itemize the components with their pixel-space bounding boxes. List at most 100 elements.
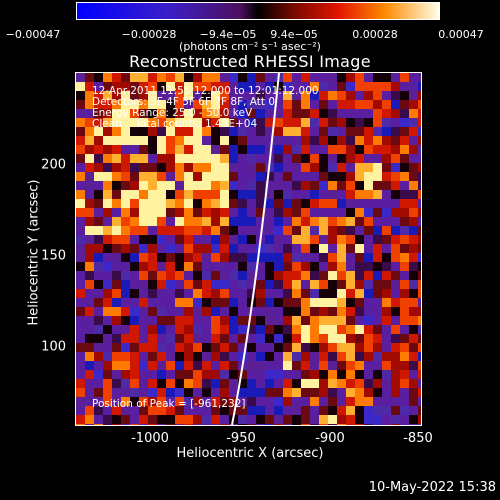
image-pixel — [373, 262, 382, 271]
image-pixel — [202, 73, 211, 82]
image-pixel — [184, 379, 193, 388]
image-pixel — [175, 316, 184, 325]
image-pixel — [310, 190, 319, 199]
image-pixel — [391, 244, 400, 253]
image-pixel — [247, 163, 256, 172]
image-pixel — [346, 406, 355, 415]
image-pixel — [76, 208, 85, 217]
image-pixel — [283, 334, 292, 343]
image-pixel — [409, 190, 418, 199]
image-pixel — [112, 199, 121, 208]
image-pixel — [283, 361, 292, 370]
page-title: Reconstructed RHESSI Image — [129, 52, 371, 71]
image-pixel — [283, 127, 292, 136]
image-pixel — [121, 82, 130, 91]
image-pixel — [409, 352, 418, 361]
image-pixel — [229, 82, 238, 91]
image-pixel — [247, 316, 256, 325]
image-pixel — [337, 163, 346, 172]
image-pixel — [202, 154, 211, 163]
image-pixel — [328, 118, 337, 127]
image-pixel — [319, 82, 328, 91]
image-pixel — [409, 262, 418, 271]
image-pixel — [301, 316, 310, 325]
image-pixel — [310, 82, 319, 91]
image-pixel — [373, 415, 382, 424]
image-pixel — [193, 118, 202, 127]
image-pixel — [193, 109, 202, 118]
image-pixel — [211, 424, 220, 425]
image-pixel — [130, 343, 139, 352]
image-pixel — [85, 226, 94, 235]
image-pixel — [166, 100, 175, 109]
image-pixel — [139, 127, 148, 136]
image-pixel — [292, 307, 301, 316]
image-pixel — [229, 136, 238, 145]
image-pixel — [94, 136, 103, 145]
image-pixel — [76, 199, 85, 208]
image-pixel — [337, 82, 346, 91]
image-pixel — [301, 181, 310, 190]
image-pixel — [139, 415, 148, 424]
image-pixel — [319, 424, 328, 425]
image-pixel — [202, 181, 211, 190]
image-pixel — [175, 334, 184, 343]
image-pixel — [157, 307, 166, 316]
image-pixel — [382, 154, 391, 163]
image-pixel — [364, 379, 373, 388]
image-pixel — [256, 334, 265, 343]
image-pixel — [364, 163, 373, 172]
image-pixel — [184, 307, 193, 316]
image-pixel — [373, 334, 382, 343]
image-pixel — [238, 370, 247, 379]
image-pixel — [247, 406, 256, 415]
image-pixel — [211, 199, 220, 208]
image-pixel — [310, 379, 319, 388]
image-pixel — [355, 397, 364, 406]
image-pixel — [220, 154, 229, 163]
image-pixel — [355, 190, 364, 199]
image-pixel — [292, 91, 301, 100]
image-pixel — [139, 172, 148, 181]
image-pixel — [85, 334, 94, 343]
image-pixel — [391, 145, 400, 154]
image-pixel — [166, 271, 175, 280]
image-pixel — [94, 226, 103, 235]
image-pixel — [238, 190, 247, 199]
image-pixel — [166, 91, 175, 100]
plot-frame — [75, 72, 422, 426]
image-pixel — [121, 289, 130, 298]
image-pixel — [283, 352, 292, 361]
image-pixel — [418, 181, 421, 190]
image-pixel — [328, 136, 337, 145]
image-pixel — [418, 253, 421, 262]
image-pixel — [418, 307, 421, 316]
image-pixel — [409, 244, 418, 253]
image-pixel — [184, 352, 193, 361]
image-pixel — [184, 370, 193, 379]
image-pixel — [364, 136, 373, 145]
image-pixel — [265, 262, 274, 271]
image-pixel — [400, 235, 409, 244]
image-pixel — [328, 379, 337, 388]
image-pixel — [121, 325, 130, 334]
image-pixel — [346, 244, 355, 253]
image-pixel — [148, 325, 157, 334]
image-pixel — [382, 181, 391, 190]
image-pixel — [310, 343, 319, 352]
image-pixel — [301, 199, 310, 208]
image-pixel — [382, 82, 391, 91]
image-pixel — [184, 73, 193, 82]
image-pixel — [157, 262, 166, 271]
image-pixel — [319, 352, 328, 361]
image-pixel — [202, 199, 211, 208]
image-pixel — [193, 280, 202, 289]
image-pixel — [103, 226, 112, 235]
image-pixel — [301, 91, 310, 100]
image-pixel — [229, 361, 238, 370]
image-pixel — [229, 163, 238, 172]
image-pixel — [364, 262, 373, 271]
image-pixel — [175, 226, 184, 235]
image-pixel — [130, 217, 139, 226]
image-pixel — [337, 307, 346, 316]
